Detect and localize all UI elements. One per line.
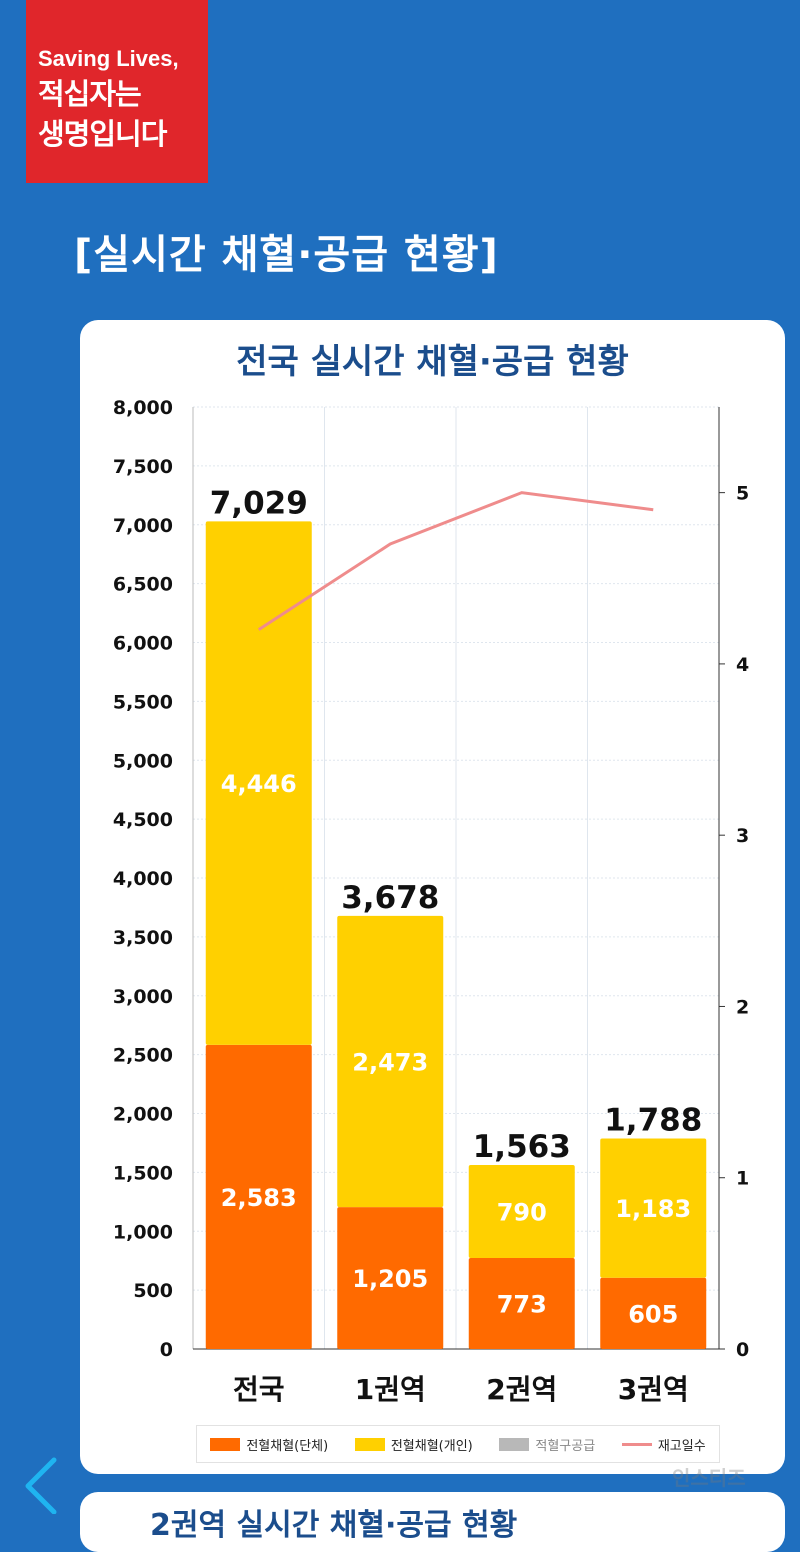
legend-item-individual: 전혈채혈(개인) bbox=[354, 1435, 473, 1454]
data-label-total: 1,563 bbox=[473, 1129, 571, 1165]
y-tick-label: 4,000 bbox=[113, 868, 173, 890]
data-label-total: 7,029 bbox=[210, 485, 308, 521]
legend-swatch-individual bbox=[354, 1437, 385, 1451]
legend-line-stock bbox=[621, 1442, 652, 1446]
y-tick-label: 6,500 bbox=[113, 574, 173, 596]
y2-tick-label: 5 bbox=[736, 483, 749, 505]
y-tick-label: 1,000 bbox=[113, 1221, 173, 1243]
brand-badge: Saving Lives, 적십자는 생명입니다 bbox=[26, 0, 208, 183]
x-tick-label: 2권역 bbox=[486, 1373, 557, 1406]
y-tick-label: 5,000 bbox=[113, 750, 173, 772]
bar-individual bbox=[205, 521, 312, 1045]
y-tick-label: 7,000 bbox=[113, 515, 173, 537]
section-title: [실시간 채혈·공급 현황] bbox=[74, 232, 499, 278]
data-label-individual: 4,446 bbox=[221, 770, 297, 798]
y2-tick-label: 3 bbox=[736, 825, 749, 847]
y-tick-label: 0 bbox=[160, 1339, 173, 1361]
data-label-group: 773 bbox=[497, 1290, 547, 1318]
bar-group bbox=[468, 1257, 575, 1349]
bar-individual bbox=[468, 1164, 575, 1258]
bar-group bbox=[600, 1277, 707, 1349]
y2-tick-label: 0 bbox=[736, 1339, 749, 1361]
y2-tick-label: 1 bbox=[736, 1168, 749, 1190]
legend-swatch-supply bbox=[499, 1437, 530, 1451]
bar-group bbox=[205, 1044, 312, 1349]
legend-label-supply: 적혈구공급 bbox=[535, 1438, 596, 1454]
legend-swatch-group bbox=[210, 1437, 241, 1451]
data-label-individual: 2,473 bbox=[352, 1049, 428, 1077]
y-tick-label: 7,500 bbox=[113, 456, 173, 478]
back-arrow-icon[interactable] bbox=[20, 1456, 60, 1514]
legend-label-individual: 전혈채혈(개인) bbox=[390, 1438, 473, 1454]
data-label-total: 1,788 bbox=[604, 1102, 702, 1138]
legend-item-group: 전혈채혈(단체) bbox=[210, 1435, 328, 1454]
data-label-group: 2,583 bbox=[221, 1184, 297, 1212]
bar-group bbox=[337, 1207, 444, 1349]
chart-legend: 전혈채혈(단체) 전혈채혈(개인) 적혈구공급 재고일수 bbox=[196, 1425, 720, 1463]
x-tick-label: 3권역 bbox=[618, 1373, 689, 1406]
bar-individual bbox=[337, 915, 444, 1208]
data-label-individual: 1,183 bbox=[615, 1195, 691, 1223]
y-tick-label: 1,500 bbox=[113, 1162, 173, 1184]
watermark: 인스티즈 bbox=[672, 1466, 746, 1490]
badge-line-3: 생명입니다 bbox=[38, 117, 167, 151]
bar-individual bbox=[600, 1138, 707, 1278]
data-label-individual: 790 bbox=[497, 1198, 547, 1226]
legend-label-group: 전혈채혈(단체) bbox=[246, 1438, 329, 1454]
data-label-group: 1,205 bbox=[352, 1265, 428, 1293]
data-label-group: 605 bbox=[628, 1300, 678, 1328]
y2-tick-label: 2 bbox=[736, 996, 749, 1018]
y-tick-label: 3,000 bbox=[113, 986, 173, 1008]
data-label-total: 3,678 bbox=[341, 880, 439, 916]
line-stock-days bbox=[257, 491, 654, 631]
y-tick-label: 2,500 bbox=[113, 1045, 173, 1067]
y-tick-label: 4,500 bbox=[113, 809, 173, 831]
legend-label-stock: 재고일수 bbox=[657, 1438, 706, 1454]
y-tick-label: 5,500 bbox=[113, 691, 173, 713]
badge-line-1: Saving Lives, bbox=[38, 46, 179, 71]
x-tick-label: 전국 bbox=[233, 1373, 285, 1406]
chart-title: 전국 실시간 채혈·공급 현황 bbox=[236, 342, 629, 382]
chart-plot: 0 500 1,000 1,500 2,000 2,500 3,000 3,500 4,000 4… bbox=[113, 397, 749, 1406]
legend-item-stock: 재고일수 bbox=[621, 1435, 706, 1454]
y2-tick-label: 4 bbox=[736, 654, 749, 676]
y-tick-label: 6,000 bbox=[113, 633, 173, 655]
y-tick-label: 3,500 bbox=[113, 927, 173, 949]
legend-item-supply: 적혈구공급 bbox=[499, 1435, 595, 1454]
y-tick-label: 500 bbox=[133, 1280, 173, 1302]
x-tick-label: 1권역 bbox=[355, 1373, 426, 1406]
y-tick-label: 8,000 bbox=[113, 397, 173, 419]
y-tick-label: 2,000 bbox=[113, 1104, 173, 1126]
badge-line-2: 적십자는 bbox=[38, 77, 142, 111]
next-chart-title: 2권역 실시간 채혈·공급 현황 bbox=[150, 1508, 518, 1543]
